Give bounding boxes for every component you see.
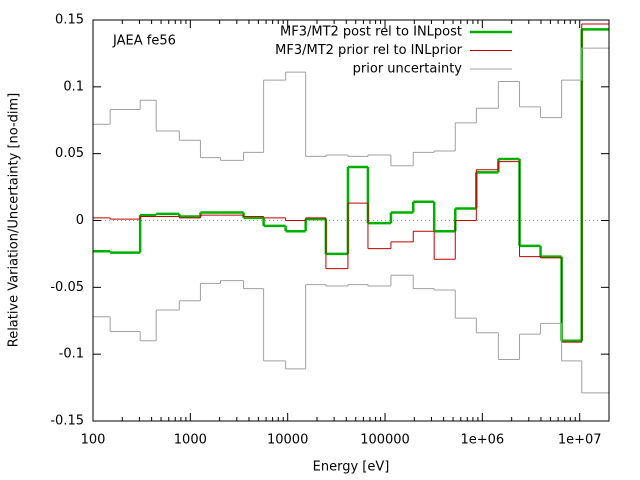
y-tick-label: -0.15: [50, 414, 84, 429]
x-tick-label: 1e+06: [460, 433, 504, 448]
x-tick-label: 100000: [360, 433, 410, 448]
annotation: JAEA fe56: [112, 34, 176, 49]
y-tick-label: 0.15: [55, 13, 84, 28]
legend-label: MF3/MT2 post rel to INLpost: [280, 25, 462, 40]
y-tick-label: 0: [76, 213, 84, 228]
x-tick-label: 10000: [267, 433, 308, 448]
y-tick-label: -0.1: [59, 347, 84, 362]
x-tick-label: 1e+07: [558, 433, 602, 448]
y-tick-label: -0.05: [50, 280, 84, 295]
x-axis-label: Energy [eV]: [313, 460, 390, 475]
y-tick-label: 0.05: [55, 146, 84, 161]
y-axis-label: Relative Variation/Uncertainty [no-dim]: [7, 93, 22, 348]
legend-label: MF3/MT2 prior rel to INLprior: [275, 43, 462, 58]
plot-frame: [92, 19, 610, 422]
legend-label: prior uncertainty: [353, 62, 463, 77]
y-tick-label: 0.1: [63, 79, 84, 94]
x-tick-label: 1000: [174, 433, 207, 448]
x-tick-label: 100: [81, 433, 106, 448]
